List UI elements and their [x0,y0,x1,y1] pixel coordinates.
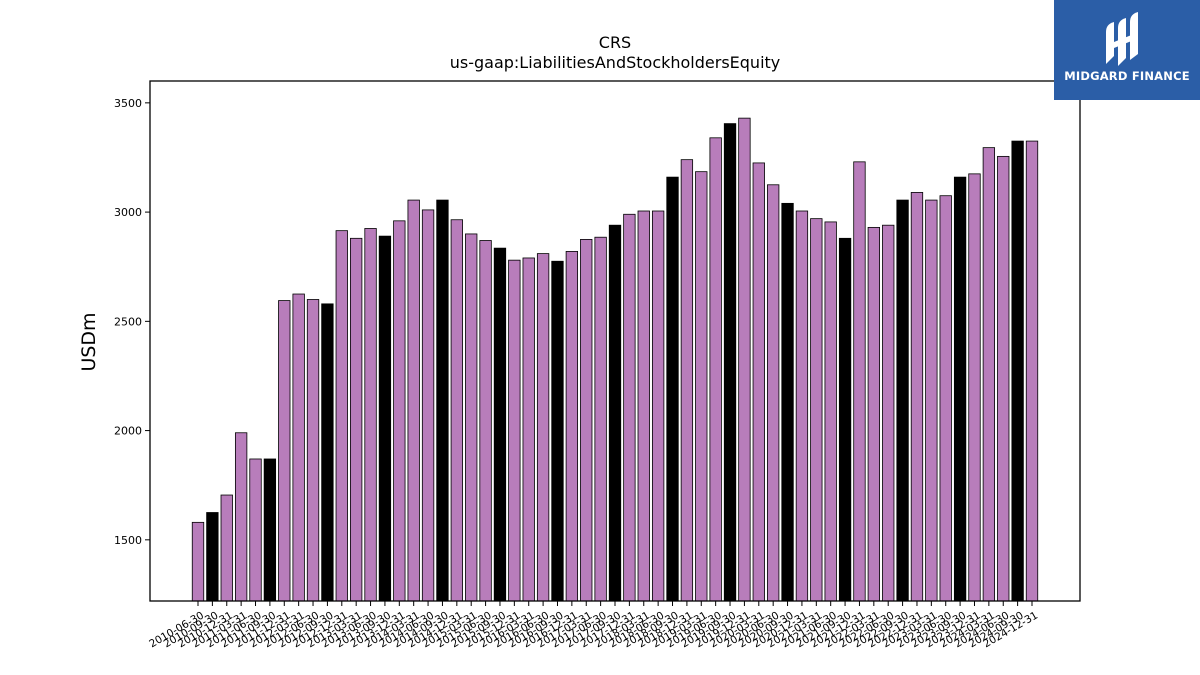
bar-2016-12-31 [565,251,579,602]
bar-2012-06-30 [306,299,320,602]
bar-2013-12-31 [393,220,406,602]
y-axis-ticks: 1500 2000 2500 3000 3500 [114,97,150,547]
bar-2016-09-30 [551,260,564,602]
y-tick-label: 2000 [114,425,142,438]
bar-2011-12-31 [278,300,291,602]
bar-2012-03-31 [292,293,305,602]
bar-2024-12-31 [1025,140,1039,602]
y-tick-label: 3500 [114,97,142,110]
bar-2018-09-30 [666,176,679,602]
bar-2016-06-30 [536,253,550,602]
bar-2014-06-30 [421,209,435,602]
bar-2022-12-31 [910,192,924,602]
bar-2021-06-30 [824,221,837,602]
bar-2012-12-31 [335,230,348,602]
bar-2023-09-30 [953,176,967,602]
bar-2019-03-31 [695,171,708,602]
chart-title: CRS [599,33,631,52]
bar-2024-06-30 [997,155,1010,602]
bar-2015-06-30 [479,240,492,602]
bar-2022-09-30 [896,199,909,602]
bar-2014-12-31 [450,219,463,602]
bar-2023-06-30 [939,195,952,602]
bar-2020-12-31 [795,210,809,602]
bar-2017-06-30 [594,236,607,602]
midgard-finance-logo-icon [1106,12,1138,66]
bar-2019-06-30 [709,137,722,602]
bar-2021-09-30 [838,237,852,602]
midgard-finance-logo: MIDGARD FINANCE [1054,0,1200,100]
bar-2010-09-30 [206,512,219,602]
bar-2018-12-31 [680,159,694,602]
bar-2020-06-30 [767,184,780,602]
bar-2017-09-30 [608,224,622,602]
bar-2011-09-30 [263,458,277,602]
bar-2014-09-30 [436,199,449,602]
bar-2017-03-31 [580,238,593,602]
bar-2014-03-31 [407,199,420,602]
y-tick-label: 3000 [114,206,142,219]
bar-2023-12-31 [968,173,981,602]
bar-2011-06-30 [249,458,262,602]
bar-2020-03-31 [752,162,765,602]
bar-2021-03-31 [810,218,823,602]
x-axis-ticks: 2010-06-302010-09-302010-12-312011-03-31… [147,601,1040,650]
bar-2019-12-31 [738,117,751,602]
bar-2016-03-31 [522,257,535,602]
bars-group [191,117,1039,602]
bar-2018-03-31 [637,210,650,602]
y-tick-label: 2500 [114,315,142,328]
bar-2013-09-30 [378,235,392,602]
bar-2015-12-31 [508,259,521,602]
y-tick-label: 1500 [114,534,142,547]
bar-2020-09-30 [781,202,794,602]
bar-2022-06-30 [882,224,895,602]
bar-2010-06-30 [191,521,205,602]
bar-2018-06-30 [651,210,665,602]
bar-2019-09-30 [723,123,737,602]
chart-subtitle: us-gaap:LiabilitiesAndStockholdersEquity [450,53,781,72]
bar-2015-09-30 [493,247,507,602]
bar-2021-12-31 [853,161,866,602]
bar-2024-03-31 [982,147,996,602]
bar-2023-03-31 [925,199,938,602]
plot-frame [149,80,1081,602]
bar-2012-09-30 [321,303,334,602]
bar-2017-12-31 [623,213,636,602]
logo-text: MIDGARD FINANCE [1064,69,1190,83]
bar-2022-03-31 [867,226,880,602]
bar-2015-03-31 [465,233,478,602]
bar-2013-06-30 [364,228,377,602]
y-axis-label: USDm [78,312,100,371]
bar-2013-03-31 [350,237,363,602]
bar-2011-03-31 [234,432,248,602]
bar-2024-09-30 [1011,140,1024,602]
bar-2010-12-31 [220,494,233,602]
